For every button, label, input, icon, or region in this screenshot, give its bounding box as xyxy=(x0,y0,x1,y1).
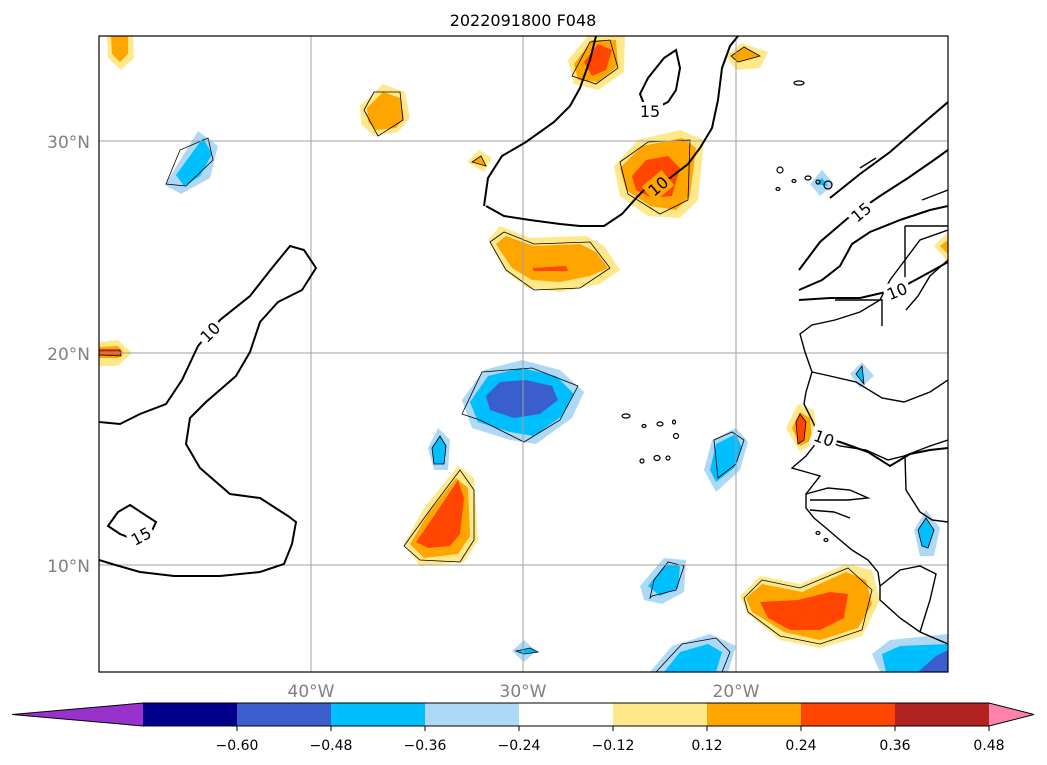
lon-label: 20°W xyxy=(713,682,760,702)
coastlines xyxy=(790,157,948,645)
anomaly-negative xyxy=(704,428,748,492)
colorbar-tick-label: 0.12 xyxy=(691,738,722,754)
anomaly-positive xyxy=(403,466,478,566)
anomaly-negative xyxy=(512,640,540,662)
lon-label: 30°W xyxy=(500,682,547,702)
colorbar-bin xyxy=(331,703,426,726)
lat-label: 30°N xyxy=(47,133,90,153)
anomaly-negative xyxy=(640,558,686,604)
anomaly-negative xyxy=(165,131,218,194)
colorbar-outline xyxy=(11,702,1035,727)
colorbar: −0.60 −0.48 −0.36 −0.24 −0.12 0.12 0.24 0.36 0.4… xyxy=(11,702,1035,754)
colorbar-bin xyxy=(613,703,708,726)
gridlines xyxy=(99,36,948,672)
map-frame xyxy=(98,35,949,673)
islands xyxy=(621,80,833,543)
colorbar-bin xyxy=(895,703,990,726)
anomaly-negative xyxy=(650,634,736,672)
colorbar-bin xyxy=(519,703,614,726)
anomaly-positive xyxy=(934,232,948,262)
colorbar-tick-label: 0.36 xyxy=(879,738,910,754)
lat-label: 10°N xyxy=(47,557,90,577)
map-area xyxy=(99,36,948,672)
anomaly-positive xyxy=(740,564,880,648)
anomaly-negative xyxy=(428,428,450,470)
lon-label: 40°W xyxy=(288,682,335,702)
figure-title: 2022091800 F048 xyxy=(450,11,597,30)
anomaly-positive xyxy=(467,150,492,172)
lat-label: 20°N xyxy=(47,345,90,365)
colorbar-tick-label: 0.24 xyxy=(785,738,816,754)
colorbar-bin xyxy=(801,703,896,726)
contour-label: 15 xyxy=(640,102,660,121)
anomaly-negative xyxy=(914,510,940,556)
lon-labels: 40°W 30°W 20°W xyxy=(288,682,760,702)
colorbar-tick-label: −0.24 xyxy=(498,738,541,754)
colorbar-tick-label: −0.60 xyxy=(216,738,259,754)
colorbar-bin xyxy=(143,703,238,726)
lat-labels: 30°N 20°N 10°N xyxy=(47,133,90,577)
colorbar-extend-max xyxy=(989,703,1034,726)
colorbar-extend-min xyxy=(12,703,143,726)
anomaly-negative xyxy=(872,634,948,672)
anomaly-positive xyxy=(360,84,410,137)
colorbar-bin xyxy=(425,703,520,726)
colorbar-bin xyxy=(707,703,802,726)
anomaly-positive xyxy=(107,36,134,70)
colorbar-tick-label: −0.48 xyxy=(310,738,353,754)
colorbar-tick-label: −0.12 xyxy=(592,738,635,754)
colorbar-tick-label: −0.36 xyxy=(404,738,447,754)
colorbar-tick-label: 0.48 xyxy=(973,738,1004,754)
colorbar-bin xyxy=(237,703,332,726)
anomaly-positive xyxy=(488,226,620,292)
